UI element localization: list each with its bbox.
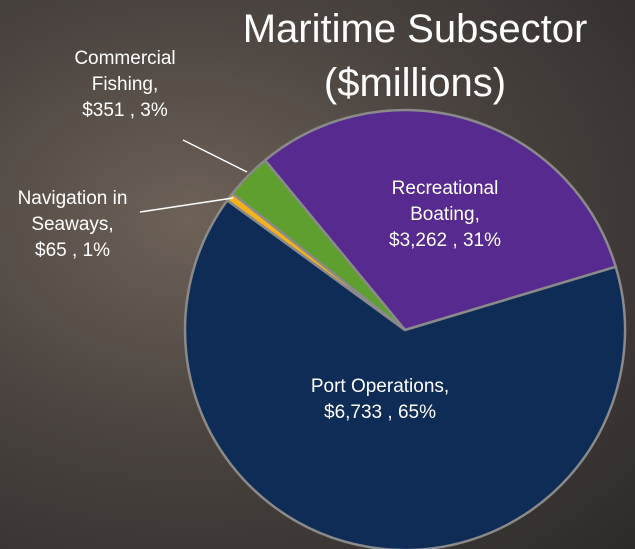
value-label: $351 , 3% — [82, 100, 168, 121]
slice-label: Recreational Boating, $3,262 , 31% — [355, 176, 535, 254]
value-label: $65 , 1% — [35, 240, 110, 261]
slice-label: Port Operations, $6,733 , 65% — [290, 374, 470, 426]
leader-line — [182, 139, 248, 173]
chart-title: Maritime Subsector ($millions) — [242, 7, 588, 105]
value-label: $3,262 , 31% — [389, 230, 501, 251]
slice-label: Commercial Fishing, $351 , 3% — [40, 46, 210, 124]
category-label: Port Operations, — [310, 376, 450, 397]
category-label: Commercial Fishing, — [74, 48, 176, 95]
value-label: $6,733 , 65% — [324, 402, 436, 423]
pie-slice — [183, 198, 627, 549]
pie-slice — [230, 158, 406, 331]
leader-line — [139, 197, 234, 213]
category-label: Recreational Boating, — [391, 178, 499, 225]
pie-slice — [263, 108, 618, 332]
slice-label: Navigation in Seaways, $65 , 1% — [5, 186, 140, 264]
category-label: Navigation in Seaways, — [17, 188, 128, 235]
